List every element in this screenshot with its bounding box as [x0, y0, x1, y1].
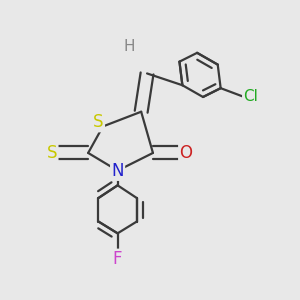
Text: F: F — [113, 250, 122, 268]
Text: S: S — [93, 113, 104, 131]
Text: S: S — [47, 144, 57, 162]
Text: N: N — [111, 162, 124, 180]
Text: Cl: Cl — [243, 89, 258, 104]
Text: H: H — [124, 39, 135, 54]
Text: O: O — [179, 144, 192, 162]
